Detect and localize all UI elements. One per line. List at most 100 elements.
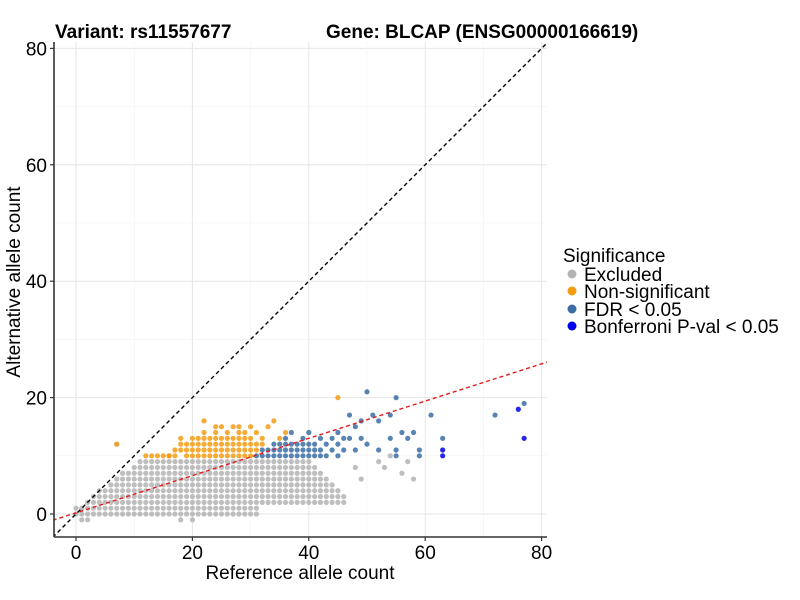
excluded-point — [207, 493, 213, 500]
excluded-point — [108, 499, 114, 505]
excluded-point — [108, 482, 114, 488]
point-non-significant — [213, 453, 219, 459]
point-fdr-0-05 — [393, 395, 399, 401]
excluded-point — [317, 482, 324, 488]
excluded-point — [300, 488, 306, 494]
point-fdr-0-05 — [341, 447, 347, 453]
excluded-point — [90, 499, 97, 505]
point-non-significant — [207, 441, 213, 447]
excluded-point — [189, 505, 195, 511]
excluded-point — [236, 470, 242, 476]
point-fdr-0-05 — [317, 447, 324, 453]
excluded-point — [277, 488, 283, 494]
excluded-point — [137, 493, 143, 500]
excluded-point — [242, 511, 248, 517]
excluded-point — [137, 505, 143, 511]
excluded-point — [294, 488, 300, 494]
excluded-point — [213, 493, 219, 500]
excluded-point — [108, 493, 114, 500]
excluded-point — [201, 464, 207, 471]
excluded-point — [277, 459, 283, 465]
point-non-significant — [218, 441, 225, 447]
excluded-point — [230, 476, 236, 482]
excluded-point — [195, 488, 201, 494]
excluded-point — [183, 505, 190, 511]
point-non-significant — [195, 441, 201, 447]
excluded-point — [218, 482, 225, 488]
excluded-point — [213, 470, 219, 476]
reference-line-fit — [54, 361, 547, 521]
excluded-point — [195, 511, 201, 517]
point-fdr-0-05 — [317, 453, 324, 459]
excluded-point — [230, 511, 236, 517]
excluded-point — [224, 459, 230, 465]
point-fdr-0-05 — [428, 412, 434, 418]
point-non-significant — [207, 447, 213, 453]
excluded-point — [96, 505, 102, 511]
excluded-point — [242, 476, 248, 482]
point-fdr-0-05 — [300, 453, 306, 459]
excluded-point — [183, 482, 190, 488]
excluded-point — [102, 511, 108, 517]
excluded-point — [248, 482, 254, 488]
excluded-point — [178, 470, 184, 476]
excluded-point — [329, 488, 335, 494]
excluded-point — [317, 488, 324, 494]
excluded-point — [178, 464, 184, 471]
excluded-point — [358, 476, 364, 482]
excluded-point — [137, 476, 143, 482]
excluded-point — [399, 470, 405, 476]
excluded-point — [125, 476, 131, 482]
excluded-point — [253, 470, 260, 476]
excluded-point — [125, 488, 131, 494]
excluded-point — [300, 499, 306, 505]
point-fdr-0-05 — [399, 429, 405, 436]
excluded-point — [294, 459, 300, 465]
excluded-point — [259, 499, 265, 505]
excluded-point — [271, 459, 277, 465]
excluded-point — [271, 482, 277, 488]
point-non-significant — [253, 447, 260, 453]
excluded-point — [277, 482, 283, 488]
point-fdr-0-05 — [387, 412, 393, 418]
excluded-point — [341, 493, 347, 500]
point-fdr-0-05 — [300, 441, 306, 447]
excluded-point — [271, 464, 277, 471]
point-non-significant — [183, 453, 190, 459]
point-non-significant — [166, 453, 172, 459]
point-non-significant — [195, 453, 201, 459]
excluded-point — [242, 459, 248, 465]
point-non-significant — [183, 447, 190, 453]
excluded-point — [218, 505, 225, 511]
excluded-point — [335, 499, 341, 505]
excluded-point — [282, 493, 289, 500]
excluded-point — [131, 476, 137, 482]
point-fdr-0-05 — [364, 441, 370, 447]
excluded-point — [312, 470, 318, 476]
point-non-significant — [195, 447, 201, 453]
point-non-significant — [213, 435, 219, 441]
excluded-point — [282, 499, 289, 505]
excluded-point — [119, 482, 126, 488]
legend-item-fdr: FDR < 0.05 — [567, 300, 682, 321]
excluded-point — [253, 511, 260, 517]
excluded-point — [160, 488, 166, 494]
point-non-significant — [230, 441, 236, 447]
excluded-point — [224, 482, 230, 488]
point-fdr-0-05 — [282, 453, 289, 459]
point-non-significant — [160, 453, 166, 459]
excluded-point — [201, 493, 207, 500]
excluded-point — [306, 493, 312, 500]
legend-label-bonferroni: Bonferroni P-val < 0.05 — [584, 317, 779, 338]
point-non-significant — [224, 453, 230, 459]
excluded-point — [172, 464, 178, 471]
excluded-point — [282, 488, 289, 494]
y-tick-label: 40 — [26, 272, 47, 293]
legend-label-excluded: Excluded — [584, 265, 662, 286]
legend-swatch-fdr — [567, 304, 577, 314]
excluded-point — [224, 476, 230, 482]
excluded-point — [143, 511, 149, 517]
excluded-point — [230, 459, 236, 465]
excluded-point — [154, 505, 161, 511]
excluded-point — [300, 470, 306, 476]
